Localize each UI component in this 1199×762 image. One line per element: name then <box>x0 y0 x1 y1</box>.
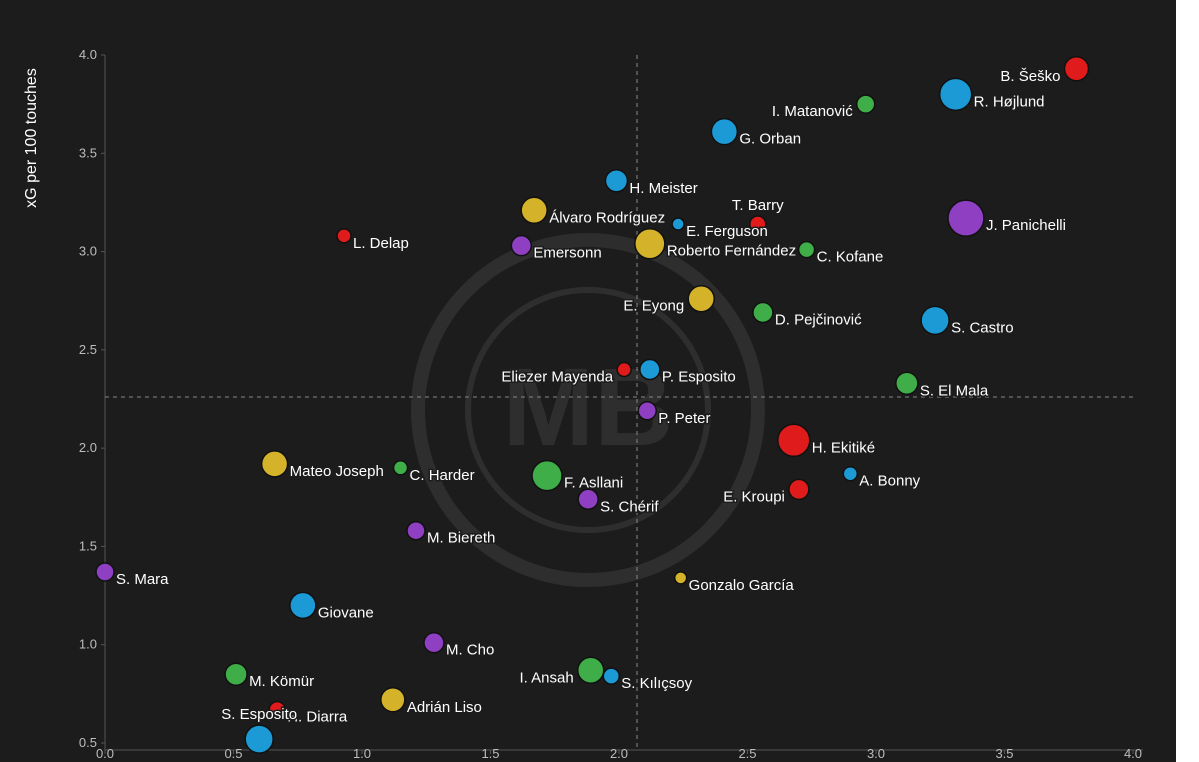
x-tick-label: 2.5 <box>738 746 756 761</box>
point-label: E. Ferguson <box>686 223 768 240</box>
point-label: B. Šeško <box>1000 68 1060 85</box>
point-label: Emersonn <box>533 245 601 262</box>
x-tick-label: 1.5 <box>481 746 499 761</box>
point-label: S. Castro <box>951 319 1014 336</box>
point-label: Roberto Fernández <box>667 243 796 260</box>
edge-strip <box>1176 0 1199 762</box>
point-label: Gonzalo García <box>689 577 795 594</box>
point <box>260 450 289 478</box>
point <box>920 305 950 336</box>
point <box>380 687 406 713</box>
y-tick-label: 1.5 <box>79 538 97 553</box>
point <box>224 662 248 686</box>
point-label: H. Diarra <box>287 709 348 726</box>
point-label: Álvaro Rodríguez <box>549 209 665 226</box>
point <box>749 215 767 233</box>
point-label: Giovane <box>318 604 374 621</box>
point-label: E. Kroupi <box>723 488 785 505</box>
x-tick-label: 3.5 <box>995 746 1013 761</box>
point <box>855 94 876 114</box>
point <box>947 199 985 237</box>
point <box>842 465 859 482</box>
point-label: S. El Mala <box>920 382 989 399</box>
point <box>268 700 286 719</box>
point <box>510 234 533 257</box>
point-label: Mateo Joseph <box>290 463 384 480</box>
point-label: C. Harder <box>410 467 475 484</box>
x-tick-label: 0.5 <box>224 746 242 761</box>
point <box>244 724 274 754</box>
point <box>616 361 632 378</box>
point <box>752 301 774 324</box>
point-label: A. Bonny <box>859 473 920 490</box>
point-label: I. Matanović <box>772 103 853 120</box>
point <box>639 358 661 381</box>
point-label: S. Chérif <box>600 498 659 515</box>
point <box>406 520 426 541</box>
point <box>423 631 445 654</box>
point <box>687 284 715 313</box>
point-label: I. Ansah <box>520 669 574 686</box>
point <box>602 667 621 685</box>
point-label: M. Kömür <box>249 673 314 690</box>
y-tick-label: 3.0 <box>79 244 97 259</box>
point-label: H. Meister <box>629 180 697 197</box>
point-label: D. Pejčinović <box>775 312 862 329</box>
x-tick-label: 0.0 <box>96 746 114 761</box>
x-tick-label: 3.0 <box>867 746 885 761</box>
point-label: T. Barry <box>732 197 784 214</box>
point-label: F. Asllani <box>564 475 623 492</box>
point-label: R. Højlund <box>974 93 1045 110</box>
y-tick-label: 2.5 <box>79 342 97 357</box>
point-label: H. Ekitiké <box>812 439 875 456</box>
y-tick-label: 1.0 <box>79 637 97 652</box>
point <box>576 656 605 685</box>
point <box>577 488 599 511</box>
point <box>520 196 548 225</box>
point <box>788 478 810 501</box>
point <box>289 591 317 620</box>
x-tick-label: 2.0 <box>610 746 628 761</box>
y-tick-label: 0.5 <box>79 735 97 750</box>
point <box>710 117 739 146</box>
point-label: G. Orban <box>739 131 801 148</box>
point-label: M. Biereth <box>427 530 495 547</box>
point <box>938 77 973 112</box>
watermark: MB <box>411 233 765 587</box>
point-label: E. Eyong <box>623 298 684 315</box>
point <box>95 562 115 582</box>
x-tick-label: 1.0 <box>353 746 371 761</box>
x-tick-label: 4.0 <box>1124 746 1142 761</box>
point <box>895 371 919 396</box>
point-label: P. Peter <box>658 410 710 427</box>
point <box>634 227 666 260</box>
point <box>531 459 563 492</box>
y-tick-label: 4.0 <box>79 47 97 62</box>
point-label: J. Panichelli <box>986 217 1066 234</box>
point <box>797 240 816 259</box>
point-label: L. Delap <box>353 235 409 252</box>
y-axis-title: xG per 100 touches <box>23 68 40 208</box>
y-tick-label: 2.0 <box>79 440 97 455</box>
point <box>673 571 688 585</box>
point <box>637 401 658 421</box>
point <box>1063 56 1090 82</box>
point-label: Eliezer Mayenda <box>501 369 613 386</box>
point-label: S. Mara <box>116 571 169 588</box>
point <box>336 228 352 244</box>
y-tick-label: 3.5 <box>79 145 97 160</box>
point <box>392 460 409 476</box>
point <box>604 169 629 193</box>
point-label: C. Kofane <box>817 249 884 266</box>
point <box>671 217 685 231</box>
point-label: P. Esposito <box>662 369 736 386</box>
point-label: S. Kılıçsoy <box>621 675 692 692</box>
point <box>777 423 811 458</box>
point-label: M. Cho <box>446 642 494 659</box>
point-label: Adrián Liso <box>407 699 482 716</box>
point-label: S. Esposito <box>221 706 297 723</box>
